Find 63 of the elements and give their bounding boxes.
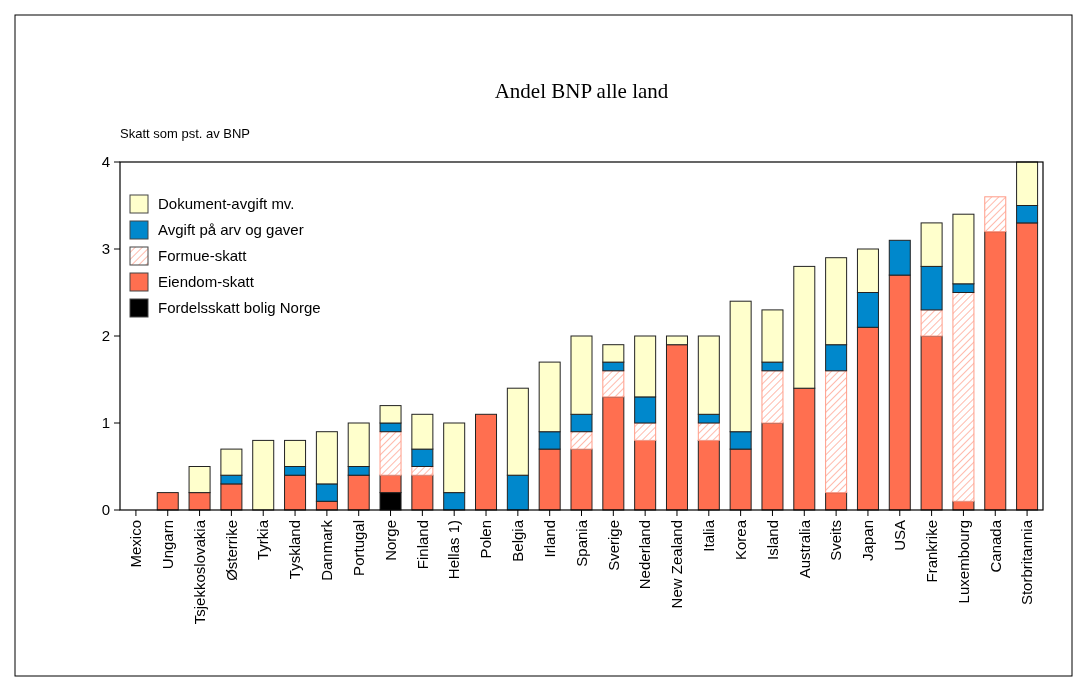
bar	[411, 474, 434, 511]
x-tick-label: Sverige	[604, 520, 622, 571]
bar	[920, 309, 943, 337]
x-tick-label: Island	[763, 520, 781, 561]
bar	[697, 439, 720, 511]
bar	[634, 422, 657, 441]
legend-label: Fordelsskatt bolig Norge	[158, 299, 321, 317]
bar	[411, 466, 434, 476]
legend-label: Dokument-avgift mv.	[158, 195, 295, 213]
y-axis-title: Skatt som pst. av BNP	[120, 126, 251, 141]
x-tick-label: Spania	[572, 519, 590, 567]
x-tick-label: Finland	[413, 520, 431, 570]
bar	[252, 439, 275, 511]
y-tick-label: 3	[101, 240, 110, 258]
y-tick-label: 2	[101, 327, 110, 345]
x-tick-label: Tyrkia	[254, 519, 272, 561]
x-tick-label: Ungarn	[158, 520, 176, 570]
y-tick-label: 0	[101, 501, 110, 519]
bar	[570, 448, 593, 511]
bar	[156, 492, 179, 511]
x-tick-label: Frankrike	[922, 520, 940, 583]
bar	[984, 231, 1007, 511]
bar	[570, 431, 593, 450]
x-tick-label: Norge	[381, 520, 399, 561]
bar	[379, 431, 402, 476]
x-tick-label: Østerrike	[222, 520, 240, 581]
bar	[761, 370, 784, 424]
bar	[761, 422, 784, 511]
x-tick-label: USA	[891, 520, 909, 551]
x-tick-label: Storbritannia	[1018, 519, 1036, 606]
x-tick-label: Mexico	[127, 520, 145, 568]
chart-title: Andel BNP alle land	[494, 79, 669, 103]
x-tick-label: Tyskland	[286, 520, 304, 580]
bar	[602, 370, 625, 398]
x-tick-label: Canada	[986, 519, 1004, 573]
y-tick-label: 4	[101, 153, 110, 171]
bar	[920, 335, 943, 511]
x-tick-label: Tsjekkoslovakia	[190, 519, 208, 625]
bar	[634, 439, 657, 511]
y-tick-label: 1	[101, 414, 110, 432]
x-tick-label: Portugal	[349, 520, 367, 576]
bar	[602, 396, 625, 511]
x-tick-label: Sveits	[827, 520, 845, 561]
x-tick-label: Australia	[795, 519, 813, 579]
x-tick-label: Hellas 1)	[445, 520, 463, 580]
x-tick-label: Korea	[731, 519, 749, 561]
x-tick-label: New Zealand	[668, 520, 686, 609]
legend-label: Eiendom-skatt	[158, 273, 255, 291]
bar	[475, 413, 498, 511]
x-tick-label: Nederland	[636, 520, 654, 590]
x-tick-label: Polen	[477, 520, 495, 559]
legend-label: Formue-skatt	[158, 247, 248, 265]
bar	[984, 196, 1007, 233]
bar	[952, 292, 975, 502]
x-tick-label: Belgia	[509, 519, 527, 562]
bar	[825, 370, 848, 494]
x-tick-label: Japan	[859, 520, 877, 561]
x-tick-label: Irland	[540, 520, 558, 558]
x-tick-label: Luxembourg	[954, 520, 972, 604]
legend-label: Avgift på arv og gaver	[158, 221, 304, 239]
x-tick-label: Italia	[700, 519, 718, 552]
x-tick-label: Danmark	[318, 519, 336, 581]
bar	[697, 422, 720, 441]
